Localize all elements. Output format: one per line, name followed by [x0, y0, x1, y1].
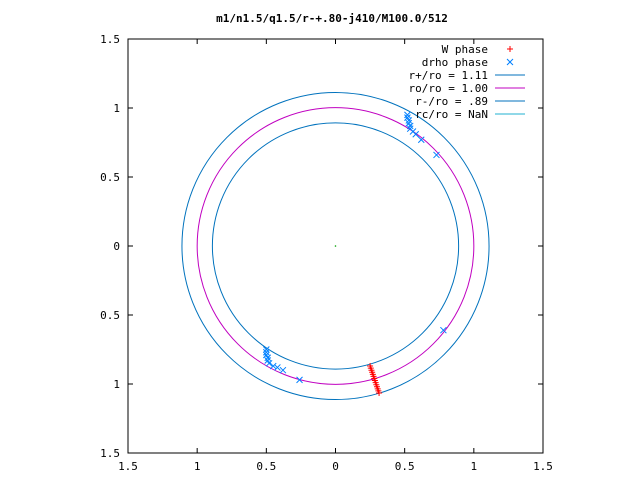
drho-phase-point — [274, 364, 281, 371]
drho-phase-point — [269, 362, 277, 370]
legend-label: ro/ro = 1.00 — [409, 82, 488, 95]
drho-phase-point — [265, 359, 273, 367]
legend-label: r-/ro = .89 — [415, 95, 488, 108]
radius-circle — [181, 91, 490, 401]
y-tick-label: 0 — [113, 240, 120, 253]
legend-label: rc/ro = NaN — [415, 108, 488, 121]
circle-layer — [181, 91, 490, 401]
axis-ticks: 1.5 1 0.5 0 0.5 1 1.51.510.500.511.5 — [100, 33, 553, 473]
x-tick-label: 1 — [471, 460, 478, 473]
radius-circle — [211, 122, 460, 370]
drho-phase-point — [406, 122, 414, 130]
drho-phase-point — [262, 346, 270, 353]
drho-phase-point — [412, 130, 420, 138]
y-tick-label: 0.5 — [100, 171, 120, 184]
drho-phase-point — [264, 354, 272, 362]
x-tick-label: 1.5 — [533, 460, 553, 473]
drho-phase-point — [262, 348, 270, 356]
legend-marker — [506, 58, 514, 66]
radius-circle — [196, 107, 475, 385]
x-tick-label: 1 — [194, 460, 201, 473]
x-tick-label: 1.5 — [118, 460, 138, 473]
y-tick-label: 0.5 — [100, 309, 120, 322]
w-phase-point — [376, 389, 383, 396]
legend-label: drho phase — [422, 56, 488, 69]
x-tick-label: 0.5 — [395, 460, 415, 473]
drho-phase-point — [440, 326, 447, 334]
y-tick-label: 1 — [113, 102, 120, 115]
origin-dot — [334, 245, 337, 247]
chart-title: m1/n1.5/q1.5/r-+.80-j410/M100.0/512 — [216, 12, 448, 25]
drho-phase-point — [433, 151, 440, 159]
drho-phase-point — [296, 376, 303, 384]
legend-marker — [507, 46, 513, 52]
legend-label: r+/ro = 1.11 — [409, 69, 488, 82]
y-tick-label: 1 — [113, 378, 120, 391]
x-tick-label: 0.5 — [256, 460, 276, 473]
points-layer — [262, 111, 447, 396]
drho-phase-point — [405, 117, 413, 124]
drho-phase-point — [279, 366, 287, 374]
y-tick-label: 1.5 — [100, 33, 120, 46]
legend-label: W phase — [442, 43, 488, 56]
drho-phase-point — [404, 111, 411, 119]
x-tick-label: 0 — [332, 460, 339, 473]
drho-phase-point — [417, 136, 425, 144]
y-tick-label: 1.5 — [100, 447, 120, 460]
